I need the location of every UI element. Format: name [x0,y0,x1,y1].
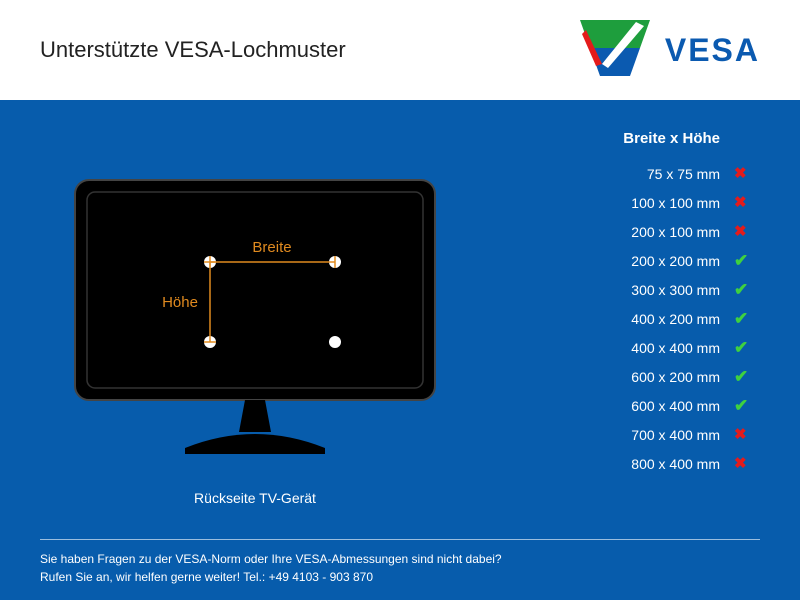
list-row-label: 300 x 300 mm [631,282,734,298]
check-icon: ✔ [734,309,760,329]
list-row: 75 x 75 mm✖ [500,159,760,188]
header: Unterstützte VESA-Lochmuster VESA [0,0,800,100]
vesa-logo-text: VESA [665,32,760,69]
content-row: Breite Höhe Rückseite TV-Gerät Breite x … [40,130,760,506]
check-icon: ✔ [734,280,760,300]
list-row-label: 700 x 400 mm [631,427,734,443]
tv-diagram: Breite Höhe [55,170,455,470]
list-row: 600 x 200 mm✔ [500,362,760,391]
check-icon: ✔ [734,396,760,416]
dim-height-label: Höhe [162,294,198,311]
list-row: 700 x 400 mm✖ [500,420,760,449]
list-row: 300 x 300 mm✔ [500,275,760,304]
list-row-label: 200 x 100 mm [631,224,734,240]
footer-line-2: Rufen Sie an, wir helfen gerne weiter! T… [40,568,760,586]
check-icon: ✔ [734,338,760,358]
list-row: 200 x 100 mm✖ [500,217,760,246]
list-row: 100 x 100 mm✖ [500,188,760,217]
list-row: 400 x 400 mm✔ [500,333,760,362]
list-row: 400 x 200 mm✔ [500,304,760,333]
list-row: 200 x 200 mm✔ [500,246,760,275]
tv-diagram-area: Breite Höhe Rückseite TV-Gerät [40,130,470,506]
check-icon: ✔ [734,367,760,387]
check-icon: ✔ [734,251,760,271]
pattern-list: Breite x Höhe 75 x 75 mm✖100 x 100 mm✖20… [500,130,760,506]
footer-line-1: Sie haben Fragen zu der VESA-Norm oder I… [40,550,760,568]
list-row: 600 x 400 mm✔ [500,391,760,420]
list-row-label: 400 x 200 mm [631,311,734,327]
list-header: Breite x Höhe [500,130,760,147]
main-panel: Breite Höhe Rückseite TV-Gerät Breite x … [0,100,800,600]
tv-caption: Rückseite TV-Gerät [40,490,470,506]
cross-icon: ✖ [734,164,760,183]
list-row-label: 400 x 400 mm [631,340,734,356]
footer: Sie haben Fragen zu der VESA-Norm oder I… [40,539,760,586]
dim-width-label: Breite [252,239,291,256]
vesa-logo: VESA [580,20,760,80]
page-title: Unterstützte VESA-Lochmuster [40,37,346,63]
page: Unterstützte VESA-Lochmuster VESA [0,0,800,600]
list-row-label: 75 x 75 mm [647,166,734,182]
vesa-logo-icon [580,20,650,80]
list-row-label: 100 x 100 mm [631,195,734,211]
hole-bottom-right [329,336,341,348]
cross-icon: ✖ [734,425,760,444]
cross-icon: ✖ [734,222,760,241]
list-row-label: 600 x 200 mm [631,369,734,385]
list-rows: 75 x 75 mm✖100 x 100 mm✖200 x 100 mm✖200… [500,159,760,478]
cross-icon: ✖ [734,193,760,212]
list-row-label: 800 x 400 mm [631,456,734,472]
list-row-label: 600 x 400 mm [631,398,734,414]
list-row-label: 200 x 200 mm [631,253,734,269]
tv-inner [87,192,423,388]
cross-icon: ✖ [734,454,760,473]
tv-base [185,434,325,454]
tv-neck [239,400,271,432]
list-row: 800 x 400 mm✖ [500,449,760,478]
